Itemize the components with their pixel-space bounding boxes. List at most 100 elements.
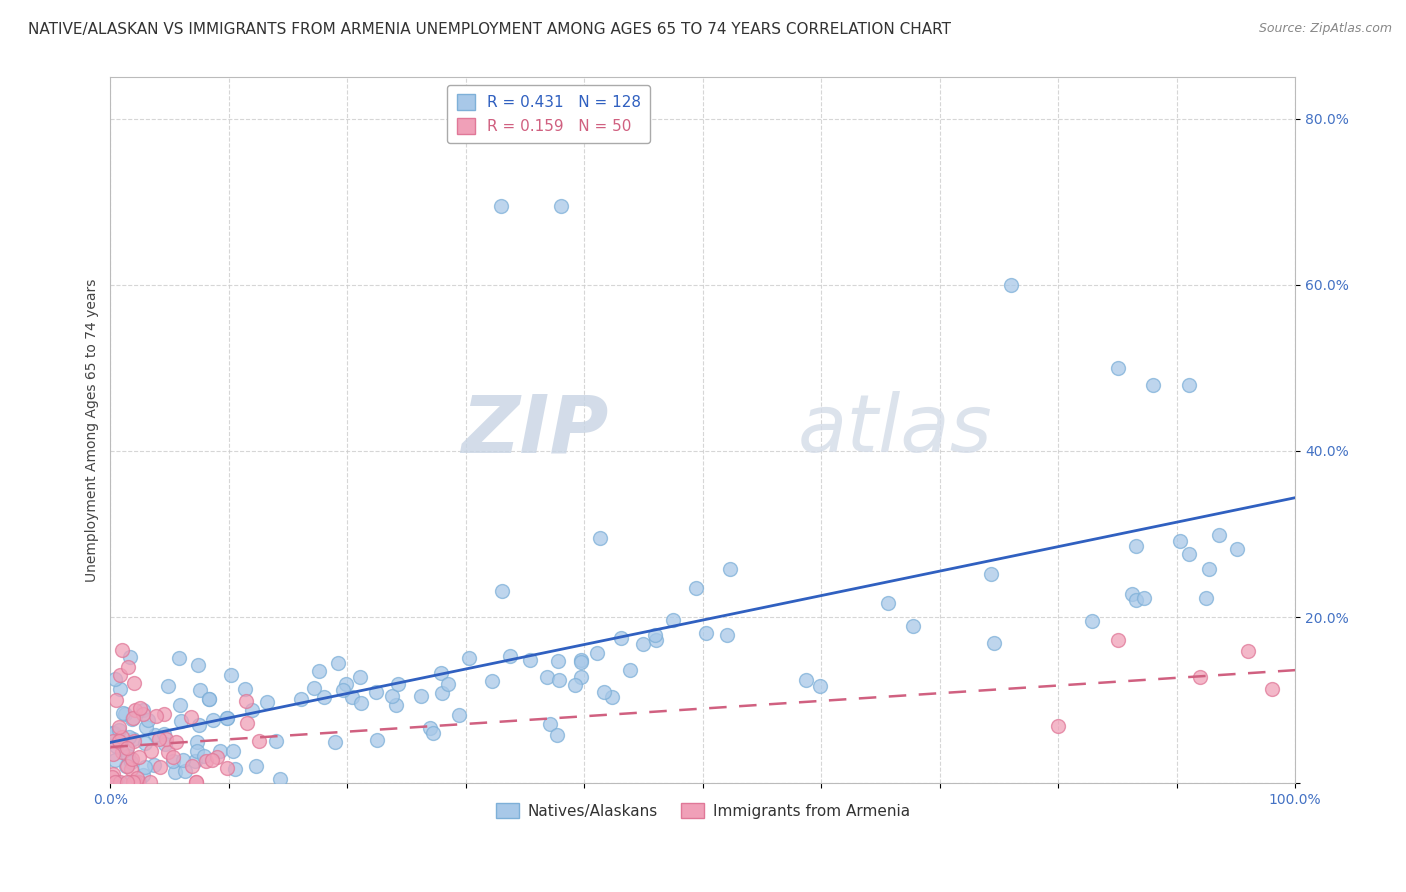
- Point: [101, 734, 124, 748]
- Point: [350, 696, 373, 710]
- Point: [1177, 547, 1199, 561]
- Point: [1177, 377, 1199, 392]
- Point: [104, 672, 127, 686]
- Point: [155, 732, 177, 747]
- Point: [586, 646, 609, 660]
- Point: [222, 744, 245, 758]
- Point: [108, 720, 131, 734]
- Point: [205, 750, 228, 764]
- Point: [132, 707, 155, 722]
- Text: Source: ZipAtlas.com: Source: ZipAtlas.com: [1258, 22, 1392, 36]
- Point: [1121, 587, 1143, 601]
- Point: [236, 715, 259, 730]
- Point: [538, 717, 561, 731]
- Point: [129, 701, 152, 715]
- Point: [105, 693, 128, 707]
- Point: [108, 668, 131, 682]
- Point: [600, 690, 623, 704]
- Point: [571, 670, 593, 684]
- Point: [519, 653, 541, 667]
- Point: [202, 713, 225, 727]
- Point: [550, 199, 572, 213]
- Point: [631, 637, 654, 651]
- Point: [876, 596, 898, 610]
- Point: [157, 679, 180, 693]
- Text: ZIP: ZIP: [461, 392, 607, 469]
- Point: [145, 709, 167, 723]
- Point: [155, 737, 177, 751]
- Point: [111, 730, 134, 744]
- Point: [115, 741, 138, 756]
- Point: [188, 682, 211, 697]
- Point: [104, 753, 127, 767]
- Point: [198, 692, 221, 706]
- Point: [1198, 562, 1220, 576]
- Point: [115, 743, 138, 757]
- Point: [105, 775, 128, 789]
- Point: [547, 654, 569, 668]
- Point: [122, 731, 145, 746]
- Point: [115, 775, 138, 789]
- Point: [181, 759, 204, 773]
- Y-axis label: Unemployment Among Ages 65 to 74 years: Unemployment Among Ages 65 to 74 years: [86, 278, 100, 582]
- Point: [142, 758, 165, 772]
- Point: [661, 613, 683, 627]
- Point: [118, 775, 141, 789]
- Point: [184, 775, 207, 789]
- Point: [124, 703, 146, 717]
- Point: [437, 676, 460, 690]
- Legend: Natives/Alaskans, Immigrants from Armenia: Natives/Alaskans, Immigrants from Armeni…: [489, 797, 917, 825]
- Point: [247, 734, 270, 748]
- Point: [716, 628, 738, 642]
- Point: [1142, 377, 1164, 392]
- Point: [536, 670, 558, 684]
- Point: [100, 770, 122, 784]
- Point: [188, 717, 211, 731]
- Point: [114, 707, 136, 722]
- Point: [1125, 539, 1147, 553]
- Point: [134, 736, 156, 750]
- Point: [138, 775, 160, 789]
- Point: [184, 754, 207, 768]
- Point: [1168, 533, 1191, 548]
- Point: [104, 775, 127, 789]
- Point: [139, 744, 162, 758]
- Point: [143, 727, 166, 741]
- Point: [117, 758, 139, 772]
- Point: [134, 760, 156, 774]
- Point: [128, 775, 150, 789]
- Text: atlas: atlas: [797, 392, 993, 469]
- Point: [340, 690, 363, 704]
- Point: [180, 710, 202, 724]
- Point: [387, 677, 409, 691]
- Point: [108, 681, 131, 696]
- Point: [1107, 632, 1129, 647]
- Point: [105, 739, 128, 753]
- Point: [186, 735, 208, 749]
- Point: [491, 199, 513, 213]
- Point: [269, 772, 291, 786]
- Point: [124, 775, 146, 789]
- Point: [132, 703, 155, 717]
- Point: [481, 673, 503, 688]
- Point: [221, 667, 243, 681]
- Point: [111, 643, 134, 657]
- Point: [366, 733, 388, 747]
- Point: [118, 730, 141, 744]
- Point: [256, 695, 278, 709]
- Point: [148, 731, 170, 746]
- Point: [381, 689, 404, 703]
- Point: [186, 744, 208, 758]
- Point: [217, 711, 239, 725]
- Point: [132, 768, 155, 782]
- Point: [695, 625, 717, 640]
- Point: [186, 658, 208, 673]
- Point: [224, 762, 246, 776]
- Point: [422, 726, 444, 740]
- Point: [122, 676, 145, 690]
- Point: [808, 679, 831, 693]
- Point: [447, 708, 470, 723]
- Point: [122, 711, 145, 725]
- Point: [117, 660, 139, 674]
- Point: [983, 636, 1005, 650]
